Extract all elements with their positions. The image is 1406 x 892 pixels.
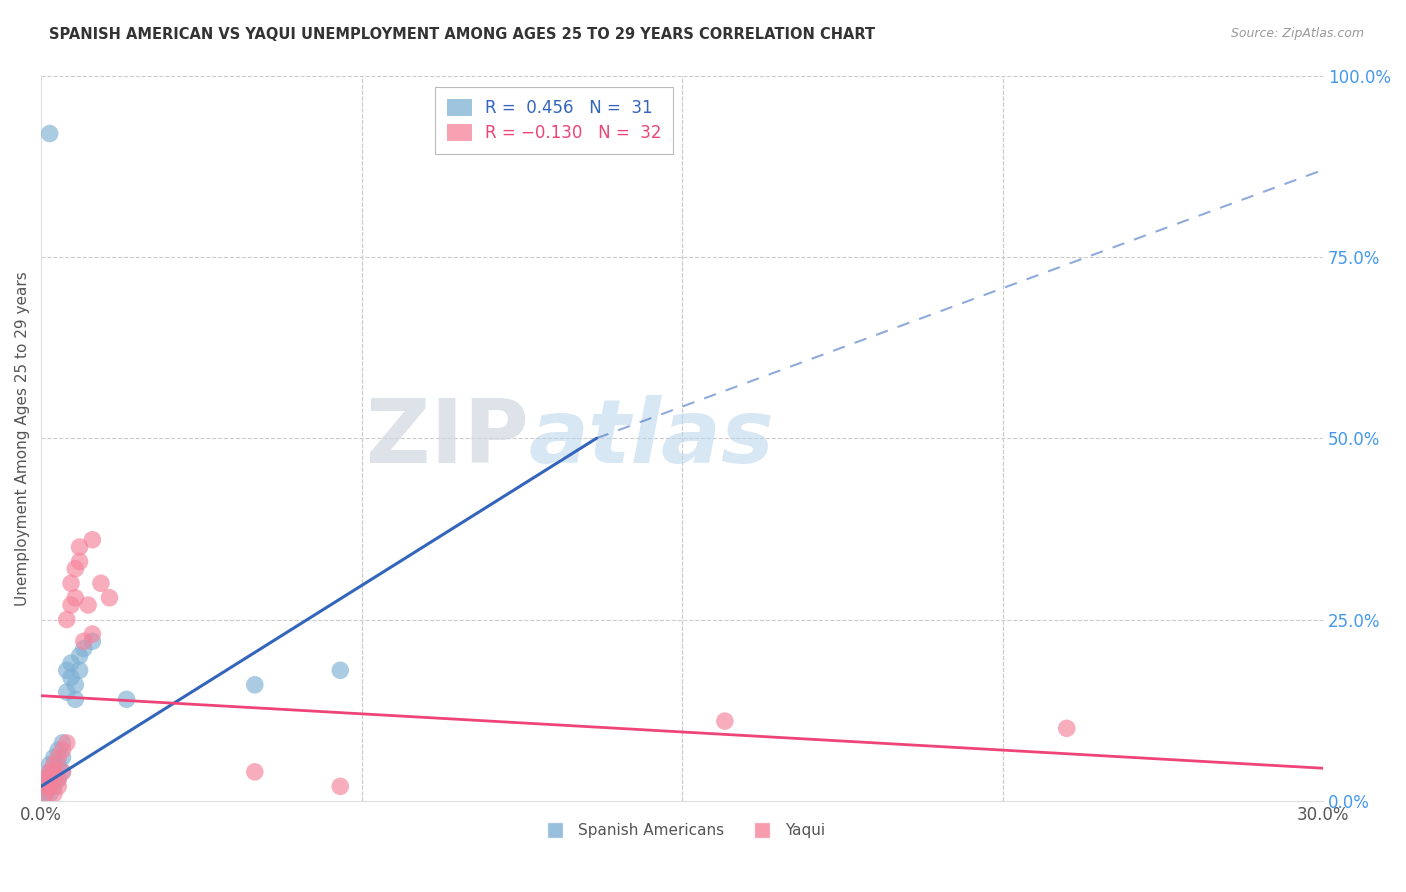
Point [34,772,56,786]
Point [42,780,65,794]
Point [82,634,104,648]
Point [65,692,87,706]
Point [51,764,73,779]
Point [1056,722,1078,736]
Point [42,764,65,779]
Point [42,772,65,786]
Point [34,772,56,786]
Point [42,787,65,801]
Point [714,714,737,728]
Text: SPANISH AMERICAN VS YAQUI UNEMPLOYMENT AMONG AGES 25 TO 29 YEARS CORRELATION CHA: SPANISH AMERICAN VS YAQUI UNEMPLOYMENT A… [49,27,876,42]
Point [46,743,69,757]
Point [90,576,112,591]
Point [34,780,56,794]
Point [55,663,77,677]
Point [51,764,73,779]
Point [98,591,121,605]
Point [55,613,77,627]
Point [34,787,56,801]
Point [65,591,87,605]
Point [38,127,60,141]
Point [69,648,91,663]
Point [65,562,87,576]
Text: ZIP: ZIP [366,394,529,482]
Point [38,764,60,779]
Point [46,780,69,794]
Point [73,641,96,656]
Point [34,780,56,794]
Point [329,663,352,677]
Point [38,787,60,801]
Point [51,743,73,757]
Point [42,764,65,779]
Legend: Spanish Americans, Yaqui: Spanish Americans, Yaqui [533,817,831,844]
Point [73,634,96,648]
Point [42,757,65,772]
Point [38,764,60,779]
Text: Source: ZipAtlas.com: Source: ZipAtlas.com [1230,27,1364,40]
Point [77,598,100,612]
Point [46,750,69,764]
Point [55,736,77,750]
Point [60,656,83,670]
Y-axis label: Unemployment Among Ages 25 to 29 years: Unemployment Among Ages 25 to 29 years [15,271,30,606]
Point [69,663,91,677]
Point [329,780,352,794]
Point [38,757,60,772]
Point [38,772,60,786]
Point [46,772,69,786]
Point [42,750,65,764]
Text: atlas: atlas [529,394,775,482]
Point [51,750,73,764]
Point [65,678,87,692]
Point [69,554,91,568]
Point [82,627,104,641]
Point [38,780,60,794]
Point [51,736,73,750]
Point [243,678,266,692]
Point [60,576,83,591]
Point [115,692,138,706]
Point [38,780,60,794]
Point [46,772,69,786]
Point [243,764,266,779]
Point [60,598,83,612]
Point [60,671,83,685]
Point [46,757,69,772]
Point [34,787,56,801]
Point [82,533,104,547]
Point [55,685,77,699]
Point [69,540,91,554]
